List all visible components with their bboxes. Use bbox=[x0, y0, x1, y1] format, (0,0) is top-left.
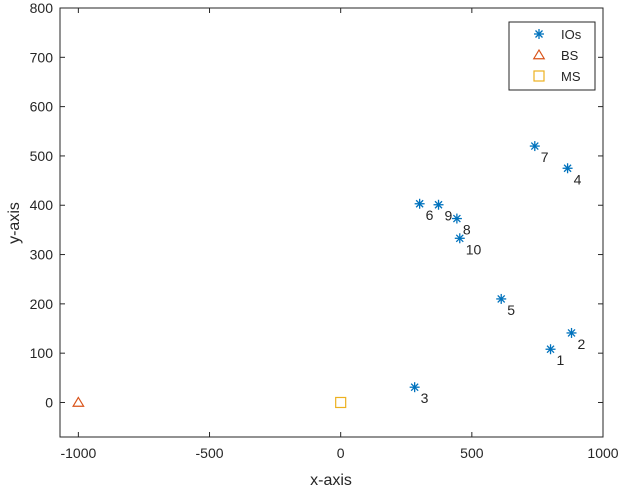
bs-legend-marker bbox=[532, 48, 546, 60]
point-label: 10 bbox=[466, 241, 482, 257]
point-label: 6 bbox=[426, 207, 434, 223]
x-tick-label: 0 bbox=[337, 445, 345, 461]
plot-layer: -1000 -500 0 500 1000 0 100 200 300 400 500 600 700 8… bbox=[30, 0, 619, 461]
y-tick-label: 700 bbox=[30, 49, 54, 65]
ios-point bbox=[562, 163, 573, 174]
point-label: 4 bbox=[574, 171, 582, 187]
point-label: 5 bbox=[507, 302, 515, 318]
y-tick-label: 100 bbox=[30, 345, 54, 361]
legend: IOs BS MS bbox=[508, 21, 596, 91]
ios-point bbox=[454, 233, 465, 244]
ios-point bbox=[545, 344, 556, 355]
asterisk-stroke bbox=[530, 142, 539, 151]
y-tick-label: 800 bbox=[30, 0, 54, 16]
point-label: 2 bbox=[578, 336, 586, 352]
ios-point bbox=[414, 198, 425, 209]
asterisk-stroke bbox=[415, 199, 424, 208]
ios-point bbox=[529, 141, 540, 152]
x-tick-label: -1000 bbox=[60, 445, 96, 461]
point-label: 8 bbox=[463, 222, 471, 238]
point-label: 3 bbox=[421, 390, 429, 406]
asterisk-stroke bbox=[452, 214, 461, 223]
asterisk-stroke bbox=[563, 164, 572, 173]
y-tick-label: 200 bbox=[30, 296, 54, 312]
y-tick-label: 0 bbox=[45, 394, 53, 410]
ms-legend-marker bbox=[533, 70, 545, 82]
x-tick-label: 1000 bbox=[587, 445, 618, 461]
asterisk-stroke bbox=[546, 345, 555, 354]
y-tick-label: 500 bbox=[30, 148, 54, 164]
point-label: 7 bbox=[541, 149, 549, 165]
ios-point bbox=[433, 199, 444, 210]
point-label: 9 bbox=[445, 208, 453, 224]
x-tick-label: 500 bbox=[460, 445, 484, 461]
ios-point bbox=[451, 213, 462, 224]
ms-point bbox=[335, 396, 347, 409]
legend-label: IOs bbox=[561, 27, 582, 42]
legend-label: MS bbox=[561, 69, 581, 84]
y-axis-label: y-axis bbox=[6, 202, 23, 244]
legend-label: BS bbox=[561, 48, 579, 63]
point-label: 1 bbox=[557, 352, 565, 368]
ios-legend-marker bbox=[534, 29, 544, 39]
asterisk-stroke bbox=[567, 328, 576, 337]
ios-point bbox=[496, 293, 507, 304]
ios-point bbox=[409, 382, 420, 393]
legend-box bbox=[508, 21, 596, 91]
x-axis-label: x-axis bbox=[310, 472, 352, 489]
ios-point bbox=[566, 327, 577, 338]
axes-box bbox=[59, 7, 604, 438]
asterisk-stroke bbox=[497, 294, 506, 303]
y-tick-label: 400 bbox=[30, 197, 54, 213]
y-tick-label: 300 bbox=[30, 247, 54, 263]
asterisk-stroke bbox=[434, 200, 443, 209]
asterisk-stroke bbox=[535, 30, 543, 38]
asterisk-stroke bbox=[455, 234, 464, 243]
x-tick-label: -500 bbox=[196, 445, 224, 461]
y-tick-label: 600 bbox=[30, 99, 54, 115]
bs-point bbox=[72, 396, 85, 407]
asterisk-stroke bbox=[410, 383, 419, 392]
